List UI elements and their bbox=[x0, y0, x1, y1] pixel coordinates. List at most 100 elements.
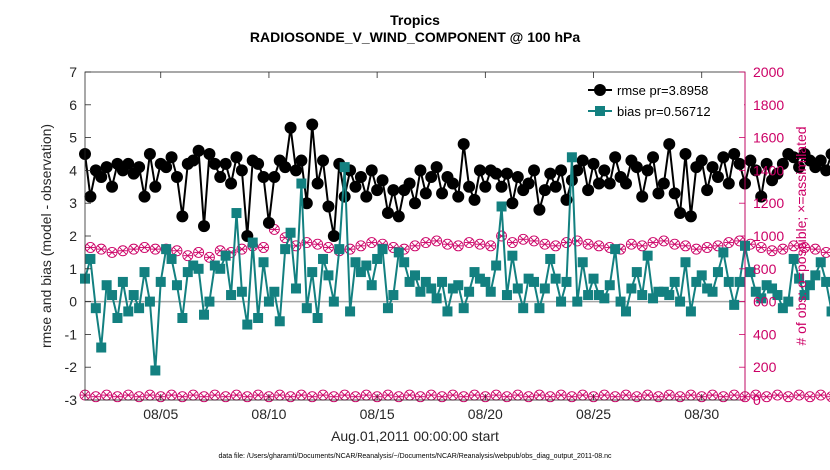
bias-point bbox=[350, 257, 361, 268]
rmse-point bbox=[695, 154, 708, 167]
bias-point bbox=[756, 293, 767, 304]
bias-point bbox=[648, 293, 659, 304]
rmse-point bbox=[706, 161, 719, 174]
rmse-point bbox=[235, 164, 248, 177]
obs-possible-point bbox=[414, 391, 426, 403]
obs-possible-point bbox=[815, 389, 827, 401]
obs-possible-point bbox=[328, 391, 340, 403]
obs-assimilated-point bbox=[805, 392, 815, 401]
obs-assimilated-stroke bbox=[827, 392, 830, 396]
obs-possible-point bbox=[479, 391, 491, 403]
obs-possible-point bbox=[750, 389, 762, 401]
bias-point bbox=[150, 365, 161, 376]
obs-possible-point bbox=[593, 240, 605, 252]
obs-possible-point bbox=[139, 242, 150, 253]
rmse-point bbox=[252, 157, 265, 170]
obs-assimilated-point bbox=[134, 392, 144, 401]
bias-point bbox=[161, 244, 172, 255]
rmse-point bbox=[230, 151, 243, 164]
obs-possible-point bbox=[128, 243, 140, 255]
bias-point bbox=[242, 319, 253, 330]
obs-assimilated-point bbox=[432, 237, 442, 245]
rmse-point bbox=[657, 177, 670, 190]
rmse-point bbox=[717, 151, 730, 164]
obs-assimilated-point bbox=[442, 240, 452, 249]
obs-possible-point bbox=[496, 230, 508, 242]
y-tick-label: 3 bbox=[69, 195, 77, 211]
obs-assimilated-point bbox=[708, 391, 718, 399]
bias-point bbox=[231, 208, 242, 219]
rmse-point bbox=[668, 187, 681, 200]
obs-possible-point bbox=[393, 391, 405, 403]
bias-point bbox=[815, 257, 826, 268]
obs-possible-point bbox=[285, 391, 297, 403]
obs-assimilated-point bbox=[486, 242, 496, 250]
obs-assimilated-point bbox=[578, 391, 588, 399]
obs-possible-point bbox=[772, 389, 783, 401]
bias-point bbox=[577, 257, 588, 268]
obs-assimilated-point bbox=[756, 243, 766, 252]
obs-possible-point bbox=[84, 242, 96, 253]
rmse-point bbox=[192, 144, 205, 157]
rmse-point bbox=[311, 177, 324, 190]
rmse-point bbox=[122, 157, 135, 170]
y-tick-label: 7 bbox=[69, 64, 77, 80]
bias-point bbox=[107, 290, 118, 301]
obs-possible-point bbox=[501, 391, 513, 403]
obs-possible-point bbox=[442, 238, 453, 250]
bias-point bbox=[675, 296, 686, 307]
obs-assimilated-point bbox=[415, 392, 425, 401]
obs-possible-point bbox=[782, 391, 794, 403]
obs-assimilated-point bbox=[507, 238, 517, 247]
obs-possible-point bbox=[761, 391, 773, 403]
bias-point bbox=[339, 162, 350, 173]
legend-marker-bias bbox=[595, 106, 605, 116]
chart-subtitle: RADIOSONDE_V_WIND_COMPONENT @ 100 hPa bbox=[250, 29, 580, 45]
rmse-point bbox=[133, 161, 146, 174]
bias-point bbox=[199, 309, 210, 320]
bias-point bbox=[691, 276, 702, 287]
obs-assimilated-point bbox=[464, 238, 474, 247]
obs-assimilated-point bbox=[670, 240, 680, 249]
obs-assimilated-point bbox=[383, 391, 393, 399]
bias-point bbox=[90, 303, 101, 314]
obs-assimilated-point bbox=[729, 391, 739, 399]
legend-label-rmse: rmse pr=3.8958 bbox=[617, 83, 708, 98]
bias-point bbox=[263, 296, 274, 307]
rmse-point bbox=[528, 164, 541, 177]
obs-layer bbox=[79, 223, 830, 403]
rmse-point bbox=[409, 197, 421, 210]
obs-possible-point bbox=[571, 235, 583, 247]
obs-possible-point bbox=[95, 243, 107, 255]
obs-assimilated-point bbox=[767, 246, 777, 255]
obs-assimilated-point bbox=[140, 243, 150, 252]
obs-assimilated-point bbox=[221, 392, 231, 401]
obs-assimilated-point bbox=[188, 391, 198, 399]
obs-assimilated-point bbox=[448, 391, 458, 399]
obs-possible-point bbox=[566, 391, 578, 403]
obs-assimilated-point bbox=[307, 392, 317, 401]
bias-point bbox=[777, 303, 788, 314]
x-tick-label: 08/15 bbox=[360, 406, 395, 422]
obs-possible-point bbox=[793, 389, 805, 401]
bias-point bbox=[290, 283, 301, 294]
bias-point bbox=[761, 280, 772, 291]
rmse-point bbox=[701, 184, 714, 197]
obs-assimilated-point bbox=[702, 243, 712, 252]
y2-tick-label: 800 bbox=[753, 261, 777, 277]
obs-possible-point bbox=[436, 391, 448, 403]
obs-possible-point bbox=[766, 245, 778, 257]
obs-possible-point bbox=[690, 243, 702, 255]
rmse-point bbox=[208, 157, 221, 170]
bias-point bbox=[626, 283, 637, 294]
obs-assimilated-point bbox=[367, 238, 377, 247]
obs-assimilated-point bbox=[534, 391, 544, 399]
bias-point bbox=[236, 286, 247, 297]
bias-point bbox=[193, 263, 204, 274]
bias-point bbox=[101, 280, 112, 291]
bias-point bbox=[501, 290, 512, 301]
bias-point bbox=[664, 290, 675, 301]
obs-assimilated-point bbox=[150, 245, 160, 253]
bias-point bbox=[734, 276, 745, 287]
bias-point bbox=[804, 280, 815, 291]
